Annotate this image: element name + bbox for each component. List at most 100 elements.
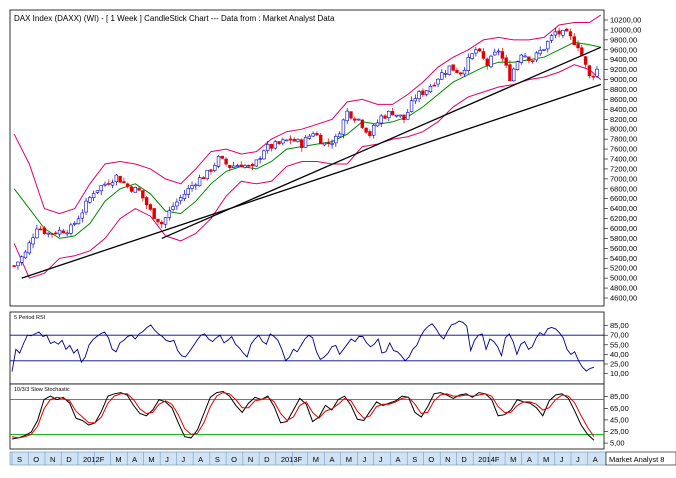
month-label: A [395,455,400,464]
candle-body [46,232,50,235]
candle-body [69,224,73,234]
month-label: 2013 [281,455,298,464]
price-y-tick-label: 6200,00 [610,214,637,223]
rsi-y-tick-label: 10,00 [610,369,629,378]
candle [553,27,558,39]
month-label: 2014 [478,455,495,464]
candle-body [375,122,380,127]
candle-body [228,164,232,169]
candle [95,190,100,195]
candle [144,195,149,210]
candle [307,133,312,140]
candle-body [54,232,58,235]
candle-body [542,49,546,51]
candle [432,82,436,87]
candle-body [288,138,293,141]
candle-body [84,200,88,213]
candle-body [110,182,115,186]
candle [288,135,293,145]
candle-body [284,139,289,142]
candle-body [73,222,77,225]
month-label: D [66,455,72,464]
candle-body [99,185,103,192]
candle-body [281,139,285,144]
candle-body [122,181,126,183]
candle-body [194,184,198,187]
candle [311,131,315,138]
candle-body [300,139,304,148]
candle-body [387,110,391,119]
candle-body [515,61,520,70]
candle [572,33,576,46]
candle-body [534,52,539,61]
candle [523,52,527,58]
month-label: J [560,455,564,464]
rsi-title: 5 Period RSI [14,315,46,321]
candle-body [364,127,368,133]
candle-body [470,53,474,59]
candle-body [23,251,28,259]
candle-body [103,183,107,186]
candle [428,83,433,93]
candle-body [107,183,111,185]
candle [148,203,153,212]
candle-body [258,158,262,160]
month-label: 2012 [83,455,100,464]
candle-body [462,69,467,75]
watermark-label: Market Analyst 8 [609,455,664,464]
candle-body [451,64,455,71]
month-label: A [132,455,137,464]
candle [424,90,429,97]
month-label: J [379,455,383,464]
candle [379,113,383,127]
candle [474,47,478,57]
candle-body [239,164,243,168]
candle-body [485,58,489,66]
candle-body [398,114,402,117]
candle [16,261,20,270]
candle-body [235,165,240,167]
candle-body [175,201,179,207]
rsi-y-tick-label: 70,00 [610,331,629,340]
candle-body [16,261,20,267]
candle-body [564,28,569,32]
candle [360,119,365,130]
month-label: N [50,455,55,464]
candle [118,175,122,183]
candle [220,155,225,160]
candle [398,114,402,118]
month-label: D [461,455,467,464]
candle [160,219,164,229]
candle [205,169,209,181]
candle [330,139,334,149]
candle-body [224,158,228,165]
candle-body [576,43,580,49]
candle [436,78,440,88]
candle-body [424,90,429,95]
candle-body [334,136,338,144]
candle-body [538,50,542,55]
price-y-tick-label: 8800,00 [610,85,637,94]
candlesticks [12,27,599,270]
candle-body [413,98,418,102]
candle [466,53,470,74]
stochastic-y-tick-label: 85,00 [610,392,629,401]
price-y-tick-label: 9000,00 [610,75,637,84]
candle [254,159,259,168]
month-label: D [264,455,270,464]
candle-body [209,169,213,172]
candle-body [322,142,327,146]
rsi-panel: 5 Period RSI 85,0070,0055,0040,0025,0010… [9,311,629,385]
candle-body [383,115,387,119]
watermark-box: Market Analyst 8 [605,451,676,466]
candle [296,138,300,143]
candle-body [186,188,190,195]
candle [107,179,111,186]
candle-body [447,65,452,75]
candle [519,53,523,65]
candle-body [144,197,149,206]
candle [353,116,357,123]
candle [235,163,240,167]
